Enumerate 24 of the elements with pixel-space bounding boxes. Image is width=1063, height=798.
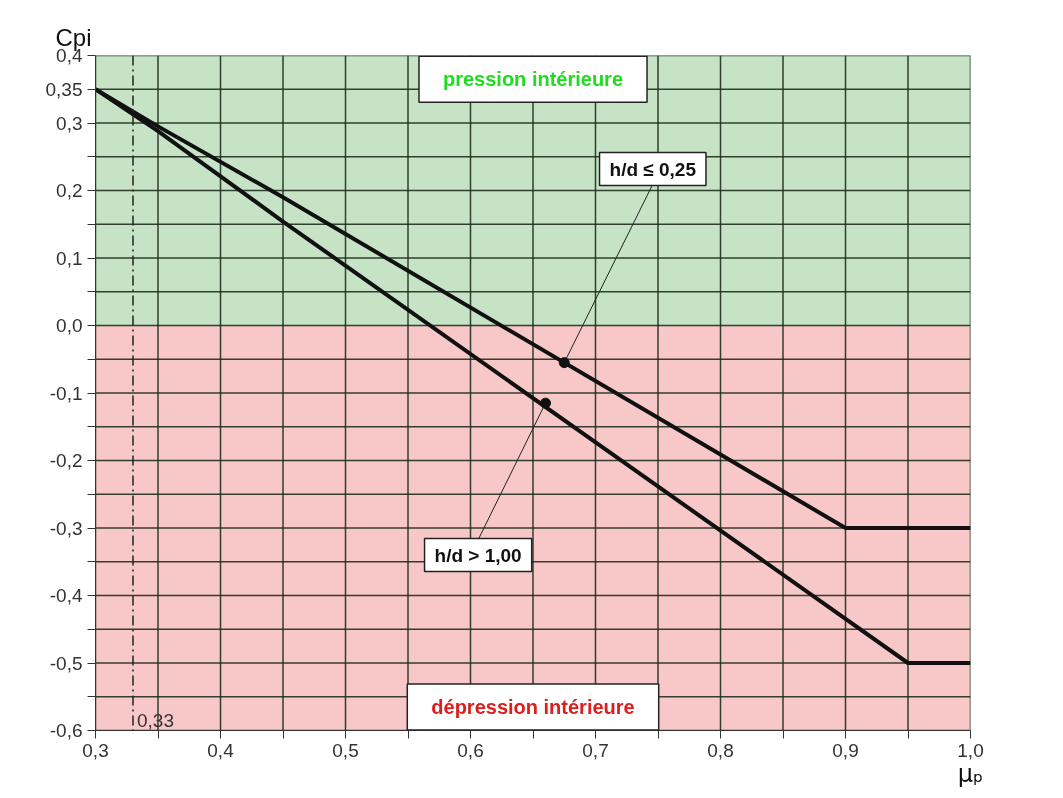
x-tick-label: 0,4 (207, 739, 235, 761)
annotation: h/d > 1,00 (434, 544, 522, 566)
x-tick-label: 0,7 (582, 739, 609, 761)
x-axis-title: μₚ (957, 759, 984, 788)
y-tick-label: -0,6 (49, 720, 83, 741)
x-tick-label: 1,0 (957, 739, 984, 761)
y-tick-label: 0,0 (56, 315, 83, 336)
y-tick-label: -0,5 (49, 652, 83, 674)
band-label: pression intérieure (442, 68, 624, 91)
y-tick-label: 0,2 (56, 180, 83, 201)
y-tick-label: 0,1 (56, 247, 83, 269)
x-tick-label: 0,8 (707, 739, 734, 761)
y-tick-label: -0,2 (49, 450, 83, 471)
y-tick-label: -0,3 (49, 517, 83, 539)
x-tick-label: 0,9 (832, 739, 859, 761)
x-tick-label: 0,5 (332, 739, 359, 761)
y-tick-label: -0,4 (49, 585, 83, 606)
x-tick-label: 0,3 (82, 739, 109, 761)
y-tick-label: 0,35 (45, 78, 83, 100)
y-tick-label: 0,3 (56, 112, 83, 134)
x-tick-label: 0,6 (457, 739, 484, 761)
y-tick-label: -0,1 (49, 382, 83, 404)
annotation: h/d ≤ 0,25 (609, 158, 697, 180)
band-label: dépression intérieure (431, 695, 635, 718)
